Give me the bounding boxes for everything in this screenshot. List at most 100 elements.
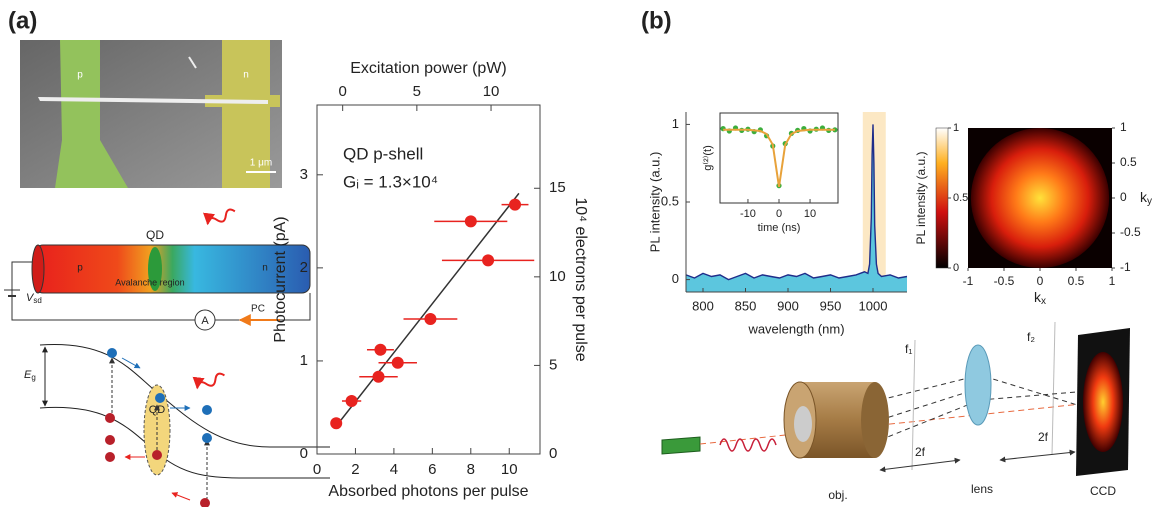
photon-arrow xyxy=(203,208,236,226)
objective-end xyxy=(861,382,889,458)
x-axis-title: time (ns) xyxy=(758,222,801,234)
y-tick-label: 0 xyxy=(1120,190,1127,204)
colorbar-tick-label: 1 xyxy=(953,122,959,134)
distance-arrow xyxy=(999,449,1076,463)
y2-tick-label: 10 xyxy=(549,268,566,285)
y-tick-label: 1 xyxy=(300,352,308,369)
data-point xyxy=(424,313,437,326)
data-point xyxy=(330,417,343,430)
drift-arrow xyxy=(121,357,141,369)
y-axis-title-main: k xyxy=(1140,189,1148,205)
y-tick-label: 0.5 xyxy=(661,193,679,208)
electron xyxy=(202,433,212,443)
nanowire xyxy=(38,97,268,104)
optical-setup: f₁ f₂ 2f 2f obj. lens CCD xyxy=(661,321,1130,502)
laser xyxy=(661,436,701,455)
gap-label: Eg xyxy=(24,369,36,382)
wire-end xyxy=(31,244,45,294)
colorbar-tick-label: 0 xyxy=(953,262,959,274)
focal-plane xyxy=(911,339,916,471)
y-axis-title: g⁽²⁾(t) xyxy=(702,145,714,171)
region-label: n xyxy=(262,263,268,274)
x-tick-label: -0.5 xyxy=(994,274,1015,288)
y2-axis-title: 10⁴ electrons per pulse xyxy=(572,197,589,361)
x-tick-label: 10 xyxy=(804,208,816,220)
lens xyxy=(964,344,992,426)
x-axis-title: wavelength (nm) xyxy=(747,321,844,336)
excitation-arrows xyxy=(109,357,210,500)
data-point xyxy=(464,215,477,228)
y-tick-label: 3 xyxy=(300,166,308,183)
x2-tick-label: 10 xyxy=(483,83,500,100)
x-tick-label: 10 xyxy=(501,461,518,478)
drift-arrow xyxy=(171,492,191,501)
y-tick-label: 1 xyxy=(672,116,679,131)
x-tick-label: 2 xyxy=(351,461,359,478)
voltage-symbol: V xyxy=(26,292,35,304)
x-tick-label: -1 xyxy=(963,274,974,288)
plot-frame xyxy=(316,104,541,455)
x-tick-label: 950 xyxy=(820,298,842,313)
hole xyxy=(105,452,115,462)
data-point xyxy=(372,370,385,383)
fit-line xyxy=(335,192,520,427)
electron xyxy=(202,405,212,415)
optics-label: f₂ xyxy=(1027,330,1035,344)
scale-label: 1 μm xyxy=(250,158,272,169)
x-axis-title: kx xyxy=(1034,289,1046,307)
beam-axis xyxy=(699,401,1101,445)
hole xyxy=(105,435,115,445)
y-tick-label: -1 xyxy=(1120,260,1131,274)
ammeter xyxy=(194,309,216,331)
x-axis-title: Absorbed photons per pulse xyxy=(328,483,528,500)
optics-label: f₁ xyxy=(905,342,912,356)
electrons xyxy=(107,348,212,443)
panel-label: (b) xyxy=(641,7,672,34)
y2-tick-label: 0 xyxy=(549,445,557,462)
x-tick-label: 4 xyxy=(390,461,398,478)
data-point xyxy=(509,198,522,211)
current-label: PC xyxy=(251,304,265,315)
data-point xyxy=(391,356,404,369)
line xyxy=(723,128,835,187)
data-point xyxy=(345,394,358,407)
y-tick-label: 0 xyxy=(300,445,308,462)
optics-label: CCD xyxy=(1090,484,1116,498)
electrode-p xyxy=(55,40,128,188)
voltage-label: Vsd xyxy=(26,292,42,305)
hole xyxy=(152,450,162,460)
x-tick-label: 0 xyxy=(313,461,321,478)
y-axis-title-sub: y xyxy=(1147,196,1152,207)
region-label: Avalanche region xyxy=(115,277,184,287)
conduction-band xyxy=(39,343,330,448)
focal-plane xyxy=(1051,321,1056,456)
y-tick-label: 2 xyxy=(300,259,308,276)
hole xyxy=(105,413,115,423)
x-tick-label: 1 xyxy=(1109,274,1116,288)
y-tick-label: 0 xyxy=(672,271,679,286)
colorbar xyxy=(935,127,949,269)
y2-tick-label: 5 xyxy=(549,356,557,373)
y2-tick-label: 15 xyxy=(549,179,566,196)
holes xyxy=(105,413,210,507)
electron xyxy=(155,393,165,403)
line xyxy=(685,124,908,281)
y-axis-title: PL intensity (a.u.) xyxy=(647,152,662,253)
region-label: p xyxy=(77,263,83,274)
x-tick-label: 850 xyxy=(735,298,757,313)
y-tick-label: 1 xyxy=(1120,120,1127,134)
x2-tick-label: 0 xyxy=(338,83,346,100)
electrode-n xyxy=(222,40,270,188)
debris xyxy=(188,56,197,69)
x-tick-label: 0 xyxy=(776,208,782,220)
annotation: Gᵢ = 1.3×10⁴ xyxy=(343,172,438,191)
inset-frame xyxy=(719,112,839,204)
x-tick-label: 0 xyxy=(1037,274,1044,288)
ammeter-label: A xyxy=(201,315,209,327)
x-tick-label: -10 xyxy=(740,208,756,220)
x-tick-label: 1000 xyxy=(859,298,888,313)
voltage-subscript: sd xyxy=(33,296,41,305)
gap-subscript: g xyxy=(31,373,35,382)
